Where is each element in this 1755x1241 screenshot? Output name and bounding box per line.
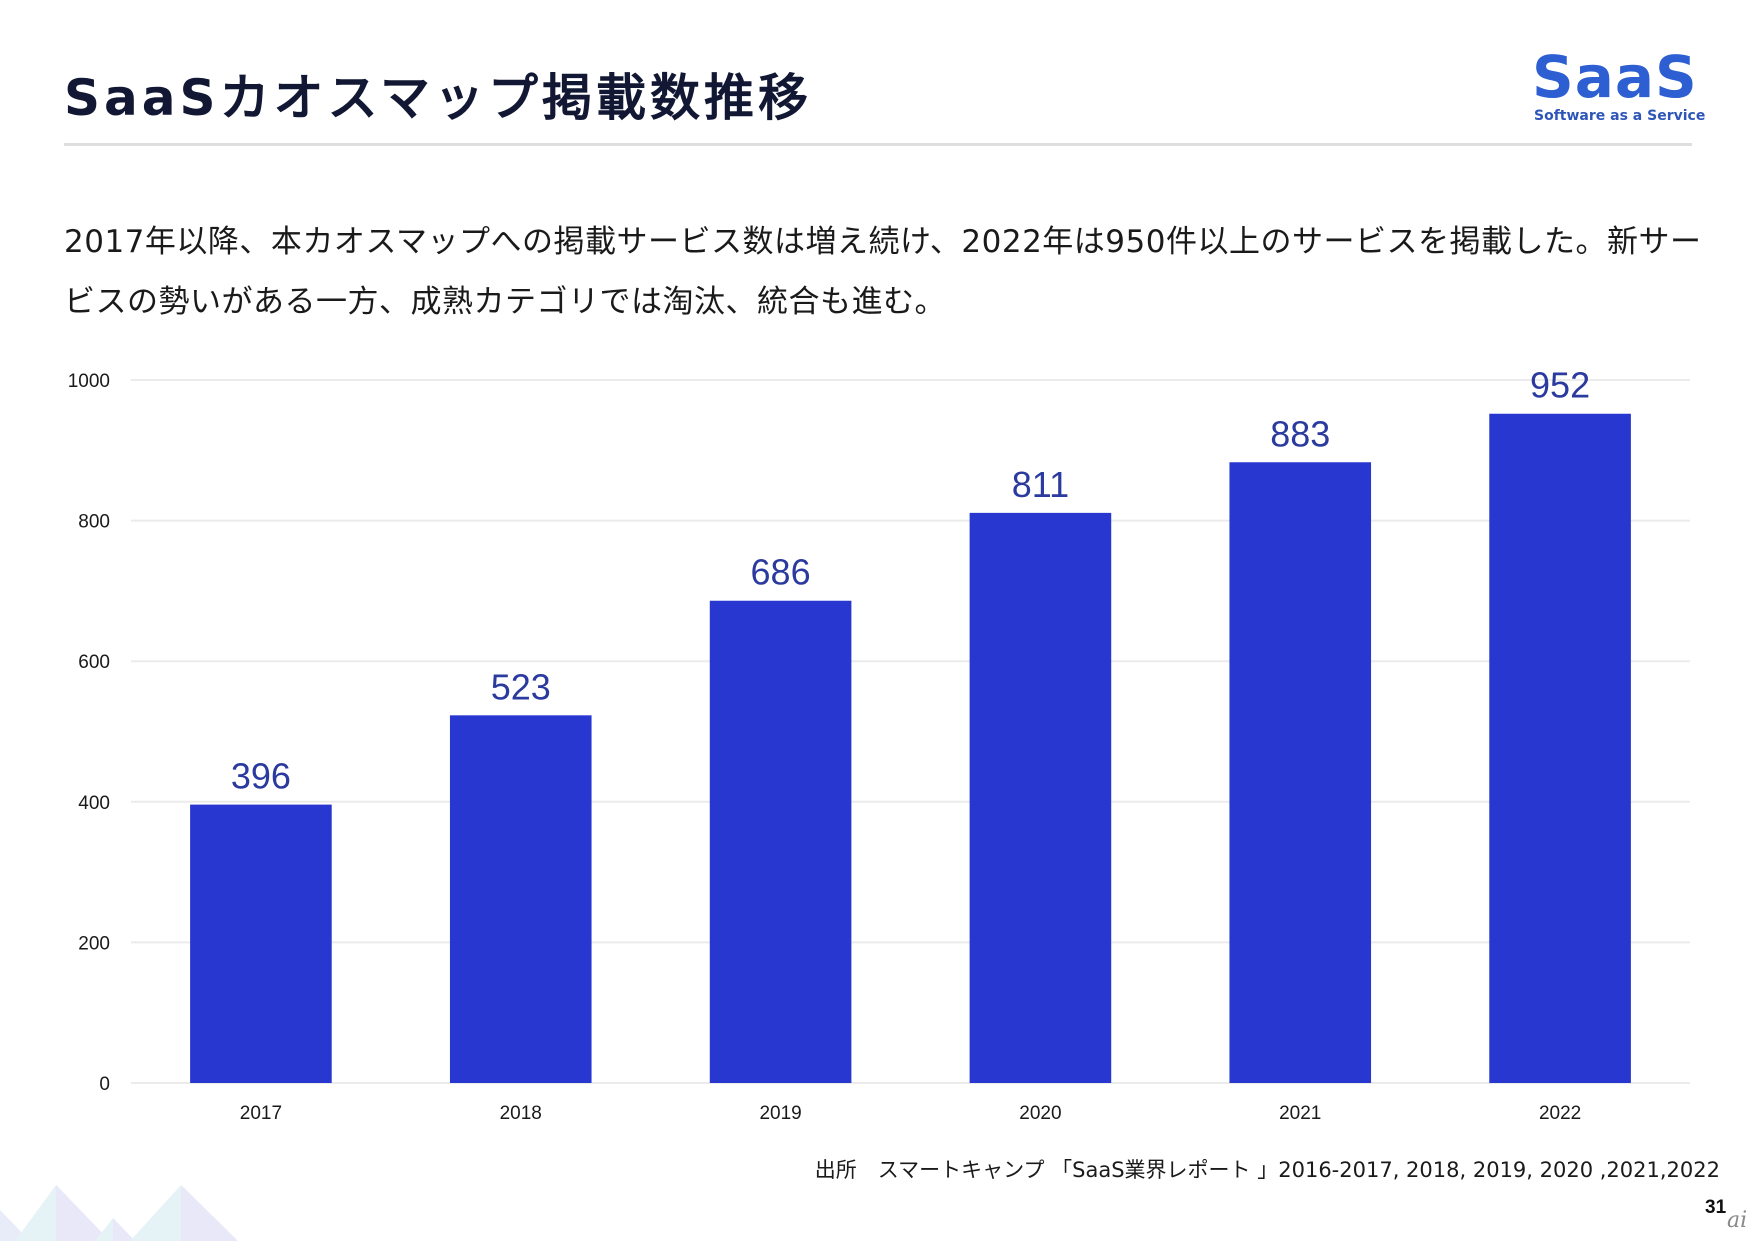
x-tick-label: 2021 xyxy=(1279,1103,1321,1124)
bar-2021 xyxy=(1229,462,1372,1084)
y-tick-label: 400 xyxy=(78,793,110,814)
bars xyxy=(190,413,1631,1084)
x-tick-label: 2019 xyxy=(759,1103,801,1124)
x-tick-label: 2017 xyxy=(240,1103,282,1124)
x-tick-label: 2018 xyxy=(500,1103,542,1124)
bar-2017 xyxy=(190,804,332,1083)
page-title: SaaSカオスマップ掲載数推移 xyxy=(64,69,813,127)
logo-tagline: Software as a Service xyxy=(1534,108,1706,124)
y-axis-ticks: 0 200 400 600 800 1000 xyxy=(68,371,110,1095)
mountain-decoration xyxy=(0,1185,238,1241)
y-tick-label: 1000 xyxy=(68,371,110,392)
description-text: 2017年以降、本カオスマップへの掲載サービス数は増え続け、2022年は950件… xyxy=(64,224,1702,320)
gridlines xyxy=(131,379,1690,1084)
logo-wordmark: SaaS xyxy=(1532,43,1698,111)
bar-2022 xyxy=(1489,413,1631,1083)
data-label: 811 xyxy=(1012,464,1069,505)
x-tick-label: 2022 xyxy=(1539,1103,1581,1124)
watermark-logo: ai xyxy=(1727,1208,1748,1233)
data-labels: 396 523 686 811 883 952 xyxy=(231,365,1590,797)
data-label: 396 xyxy=(231,756,291,797)
page-number: 31 xyxy=(1705,1197,1727,1218)
saas-logo: SaaS Software as a Service xyxy=(1532,48,1705,128)
x-axis-ticks: 2017 2018 2019 2020 2021 2022 xyxy=(240,1103,1581,1124)
data-label: 952 xyxy=(1530,365,1590,406)
data-label: 523 xyxy=(491,666,551,707)
bar-2020 xyxy=(969,512,1112,1083)
y-tick-label: 600 xyxy=(78,652,110,673)
x-tick-label: 2020 xyxy=(1019,1103,1061,1124)
bar-2018 xyxy=(449,715,592,1083)
data-label: 883 xyxy=(1270,413,1330,454)
y-tick-label: 800 xyxy=(78,512,110,533)
bar-2019 xyxy=(709,600,852,1083)
y-tick-label: 0 xyxy=(99,1074,110,1095)
title-divider xyxy=(64,143,1692,146)
data-label: 686 xyxy=(751,552,811,593)
source-citation: 出所 スマートキャンプ 「SaaS業界レポート 」2016-2017, 2018… xyxy=(814,1158,1720,1182)
y-tick-label: 200 xyxy=(78,933,110,954)
